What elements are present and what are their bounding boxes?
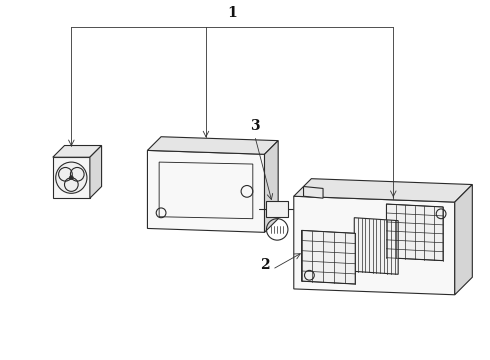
Polygon shape <box>354 218 398 274</box>
Polygon shape <box>387 204 443 261</box>
Text: 2: 2 <box>260 257 270 271</box>
Polygon shape <box>53 157 90 198</box>
Polygon shape <box>294 179 472 202</box>
Polygon shape <box>455 185 472 295</box>
Circle shape <box>56 162 87 193</box>
Polygon shape <box>301 230 355 284</box>
Circle shape <box>70 176 74 180</box>
Polygon shape <box>303 186 323 198</box>
Text: 3: 3 <box>250 119 260 133</box>
Polygon shape <box>294 196 455 295</box>
Polygon shape <box>267 201 288 217</box>
Text: 1: 1 <box>227 6 237 20</box>
Polygon shape <box>147 137 278 154</box>
Polygon shape <box>90 145 101 198</box>
Polygon shape <box>265 141 278 232</box>
Polygon shape <box>53 145 101 157</box>
Polygon shape <box>147 150 265 232</box>
